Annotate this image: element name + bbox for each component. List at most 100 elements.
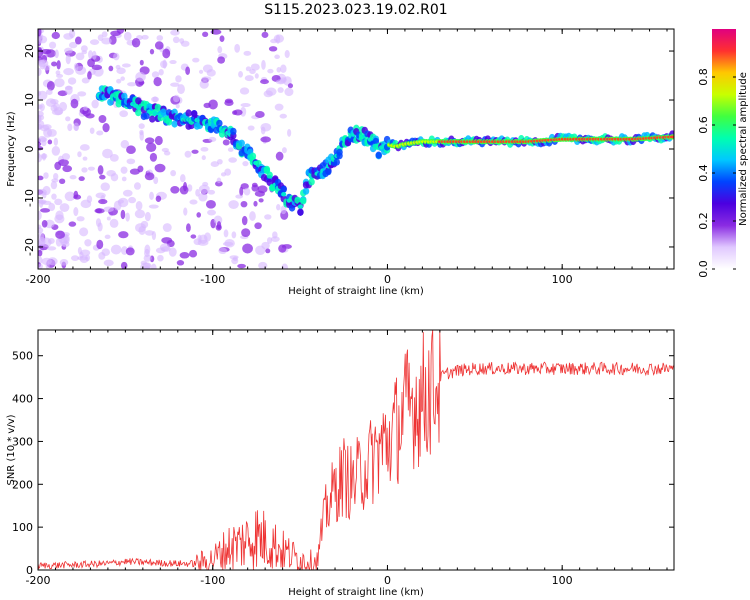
noise-blob bbox=[118, 231, 129, 239]
noise-blob bbox=[168, 247, 177, 257]
noise-blob bbox=[280, 205, 287, 215]
noise-blob bbox=[96, 130, 104, 136]
noise-blob bbox=[240, 200, 248, 208]
noise-blob bbox=[143, 265, 150, 269]
noise-blob bbox=[143, 254, 152, 262]
noise-blob bbox=[61, 153, 71, 161]
noise-blob bbox=[38, 46, 42, 52]
noise-blob bbox=[123, 31, 132, 41]
noise-blob bbox=[64, 191, 76, 202]
noise-blob bbox=[255, 245, 266, 256]
noise-blob bbox=[198, 192, 208, 202]
noise-blob bbox=[258, 198, 264, 203]
spectrogram-xtick-label: -100 bbox=[200, 273, 225, 286]
noise-blob bbox=[48, 202, 56, 212]
noise-blob bbox=[224, 100, 234, 107]
noise-blob bbox=[51, 31, 60, 40]
noise-blob bbox=[38, 114, 42, 124]
ridge-blob bbox=[135, 109, 142, 117]
noise-blob bbox=[38, 263, 43, 269]
noise-blob bbox=[241, 228, 251, 237]
noise-blob bbox=[135, 201, 143, 211]
noise-blob bbox=[38, 175, 44, 181]
colorbar-gradient bbox=[712, 29, 736, 269]
noise-blob bbox=[175, 75, 182, 83]
noise-blob bbox=[149, 48, 155, 55]
noise-blob bbox=[260, 79, 269, 85]
colorbar-tick-label: 0.4 bbox=[697, 164, 710, 182]
noise-blob bbox=[102, 123, 110, 133]
noise-blob bbox=[222, 139, 230, 146]
noise-blob bbox=[158, 68, 164, 76]
noise-blob bbox=[198, 69, 204, 74]
noise-blob bbox=[149, 191, 154, 200]
noise-blob bbox=[177, 84, 185, 95]
noise-blob bbox=[73, 63, 79, 71]
noise-blob bbox=[128, 196, 137, 204]
noise-blob bbox=[176, 260, 185, 266]
spectrogram-ytick-label: 10 bbox=[23, 93, 36, 107]
noise-blob bbox=[146, 142, 157, 153]
noise-blob bbox=[281, 147, 287, 154]
noise-blob bbox=[233, 109, 243, 116]
noise-blob bbox=[210, 29, 222, 35]
noise-blob bbox=[129, 168, 140, 175]
ridge-blob bbox=[375, 151, 382, 159]
ridge-blob bbox=[149, 115, 156, 123]
noise-blob bbox=[235, 194, 244, 199]
noise-blob bbox=[183, 207, 188, 216]
noise-blob bbox=[55, 70, 61, 76]
noise-blob bbox=[228, 157, 237, 163]
noise-blob bbox=[137, 165, 144, 173]
noise-blob bbox=[151, 96, 159, 103]
noise-blob bbox=[38, 153, 43, 163]
noise-blob bbox=[153, 176, 159, 185]
noise-blob bbox=[224, 238, 235, 248]
noise-blob bbox=[38, 199, 47, 204]
noise-blob bbox=[149, 152, 158, 162]
noise-blob bbox=[239, 186, 244, 197]
noise-blob bbox=[38, 35, 48, 44]
noise-blob bbox=[189, 249, 198, 258]
noise-blob bbox=[192, 57, 200, 63]
noise-blob bbox=[139, 131, 144, 141]
noise-blob bbox=[54, 198, 63, 206]
noise-blob bbox=[242, 160, 249, 167]
colorbar-tick-label: 0.2 bbox=[697, 212, 710, 230]
noise-blob bbox=[83, 105, 88, 112]
noise-blob bbox=[98, 115, 107, 124]
noise-blob bbox=[216, 177, 222, 184]
noise-blob bbox=[274, 54, 280, 60]
ridge-blob bbox=[238, 139, 245, 147]
noise-blob bbox=[255, 111, 265, 118]
noise-blob bbox=[207, 209, 217, 216]
figure-title: S115.2023.023.19.02.R01 bbox=[264, 2, 447, 18]
noise-blob bbox=[102, 148, 113, 159]
noise-blob bbox=[41, 153, 47, 161]
noise-blob bbox=[57, 90, 68, 97]
noise-blob bbox=[116, 67, 126, 75]
noise-blob bbox=[170, 82, 180, 87]
spectrogram-ytick-label: -10 bbox=[23, 189, 36, 207]
noise-blob bbox=[157, 254, 164, 262]
noise-blob bbox=[88, 50, 93, 59]
noise-blob bbox=[95, 218, 102, 227]
noise-blob bbox=[260, 136, 271, 143]
noise-blob bbox=[268, 46, 278, 52]
snr-xtick-label: 0 bbox=[384, 574, 391, 587]
noise-blob bbox=[91, 99, 99, 109]
noise-blob bbox=[80, 249, 91, 257]
noise-blob bbox=[103, 206, 114, 213]
noise-blob bbox=[41, 49, 52, 55]
noise-blob bbox=[170, 169, 177, 177]
noise-blob bbox=[180, 174, 186, 183]
noise-blob bbox=[77, 151, 82, 158]
noise-blob bbox=[62, 165, 73, 173]
noise-blob bbox=[199, 79, 209, 89]
ridge-blob bbox=[336, 152, 343, 160]
noise-blob bbox=[120, 76, 125, 81]
noise-blob bbox=[253, 200, 258, 207]
noise-blob bbox=[82, 156, 88, 161]
noise-blob bbox=[46, 80, 55, 91]
